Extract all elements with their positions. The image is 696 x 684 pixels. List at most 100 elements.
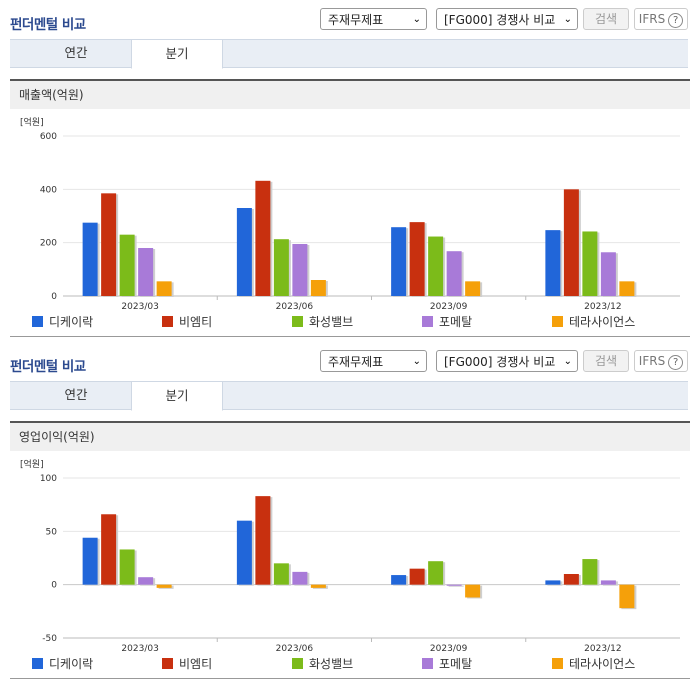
- legend-swatch: [292, 658, 303, 669]
- bar: [292, 571, 308, 585]
- bar: [82, 537, 98, 585]
- x-tick-label: 2023/09: [430, 302, 468, 312]
- legend-item[interactable]: 디케이락: [32, 655, 93, 672]
- bar: [409, 568, 425, 585]
- bar: [119, 549, 135, 585]
- operating-profit-chart: [억원] -50 0 50 100 2023/03 2023/06 2023/09 2023/1…: [20, 458, 680, 654]
- peer-select-value: [FG000] 경쟁사 비교: [444, 13, 556, 27]
- help-icon: ?: [668, 13, 684, 28]
- search-button[interactable]: 검색: [583, 350, 629, 372]
- y-tick-label: 0: [51, 292, 57, 302]
- bar: [465, 584, 481, 598]
- legend-item[interactable]: 테라사이언스: [552, 313, 635, 330]
- bar: [310, 280, 326, 296]
- peer-select[interactable]: [FG000] 경쟁사 비교 ⌄: [436, 8, 578, 30]
- bar: [563, 574, 579, 585]
- period-tabs: 연간 분기: [10, 39, 688, 69]
- legend-item[interactable]: 비엠티: [162, 655, 212, 672]
- legend-swatch: [422, 658, 433, 669]
- ifrs-label: IFRS: [638, 12, 666, 26]
- legend-item[interactable]: 화성밸브: [292, 655, 353, 672]
- x-tick-label: 2023/03: [121, 644, 158, 654]
- bar: [236, 208, 252, 296]
- legend-label: 디케이락: [49, 657, 94, 671]
- panel-revenue: 펀더멘털 비교 주재무제표 ⌄ [FG000] 경쟁사 비교 ⌄ 검색 IFRS? …: [10, 8, 690, 337]
- ifrs-button[interactable]: IFRS?: [634, 350, 688, 372]
- legend-swatch: [552, 658, 563, 669]
- tab-annual[interactable]: 연간: [64, 387, 88, 402]
- unit-label: [억원]: [20, 116, 44, 128]
- chevron-down-icon: ⌄: [563, 356, 572, 367]
- bar: [292, 244, 308, 296]
- legend-item[interactable]: 포메탈: [422, 313, 472, 330]
- bar: [101, 193, 117, 296]
- chart-legend: 디케이락 비엠티 화성밸브 포메탈 테라사이언스: [0, 655, 696, 671]
- x-tick-label: 2023/06: [276, 302, 314, 312]
- revenue-chart: [억원] 0 200 400 600 2023/03 2023/06 2023/09 2023/…: [20, 116, 680, 312]
- panel-title: 펀더멘털 비교: [10, 359, 86, 375]
- legend-item[interactable]: 디케이락: [32, 313, 93, 330]
- x-tick-label: 2023/03: [121, 302, 158, 312]
- ifrs-button[interactable]: IFRS?: [634, 8, 688, 30]
- bar: [391, 227, 407, 296]
- chart-title: 영업이익(억원): [10, 421, 690, 451]
- bar: [600, 580, 616, 585]
- y-tick-label: 100: [40, 474, 57, 484]
- help-icon: ?: [668, 355, 684, 370]
- bar: [545, 230, 561, 296]
- x-tick-label: 2023/09: [430, 644, 468, 654]
- tab-annual[interactable]: 연간: [64, 45, 88, 60]
- bar: [446, 584, 462, 586]
- legend-item[interactable]: 포메탈: [422, 655, 472, 672]
- chevron-down-icon: ⌄: [412, 356, 421, 367]
- legend-item[interactable]: 화성밸브: [292, 313, 353, 330]
- panel-title: 펀더멘털 비교: [10, 17, 86, 33]
- statement-select-value: 주재무제표: [328, 355, 384, 369]
- bar: [273, 239, 289, 296]
- bar: [138, 248, 154, 296]
- y-tick-label: 200: [40, 239, 57, 249]
- divider: [10, 678, 690, 679]
- bar: [138, 577, 154, 585]
- y-tick-label: 0: [51, 581, 57, 591]
- tab-quarterly[interactable]: 분기: [131, 39, 223, 69]
- legend-item[interactable]: 비엠티: [162, 313, 212, 330]
- legend-swatch: [162, 658, 173, 669]
- legend-swatch: [162, 316, 173, 327]
- bar: [465, 281, 481, 296]
- legend-item[interactable]: 테라사이언스: [552, 655, 635, 672]
- bar: [563, 189, 579, 296]
- legend-label: 테라사이언스: [569, 315, 636, 329]
- tab-quarterly[interactable]: 분기: [131, 381, 223, 411]
- legend-label: 테라사이언스: [569, 657, 636, 671]
- legend-swatch: [422, 316, 433, 327]
- bar: [156, 584, 172, 588]
- bar: [428, 236, 444, 296]
- bar: [619, 281, 635, 296]
- legend-swatch: [292, 316, 303, 327]
- chevron-down-icon: ⌄: [563, 14, 572, 25]
- bar: [619, 584, 635, 609]
- bar: [428, 561, 444, 585]
- x-tick-label: 2023/12: [584, 302, 621, 312]
- bar: [156, 281, 172, 296]
- legend-swatch: [32, 316, 43, 327]
- statement-select[interactable]: 주재무제표 ⌄: [320, 350, 427, 372]
- statement-select[interactable]: 주재무제표 ⌄: [320, 8, 427, 30]
- search-button[interactable]: 검색: [583, 8, 629, 30]
- peer-select[interactable]: [FG000] 경쟁사 비교 ⌄: [436, 350, 578, 372]
- legend-swatch: [32, 658, 43, 669]
- legend-label: 디케이락: [49, 315, 94, 329]
- legend-label: 비엠티: [179, 657, 213, 671]
- bar: [82, 222, 98, 296]
- bar: [119, 234, 135, 296]
- y-tick-label: -50: [42, 634, 57, 644]
- bar: [582, 231, 598, 296]
- bar: [310, 584, 326, 588]
- period-tabs: 연간 분기: [10, 381, 688, 411]
- y-tick-label: 600: [40, 132, 57, 142]
- legend-label: 화성밸브: [309, 657, 354, 671]
- bar: [101, 514, 117, 585]
- bar: [236, 520, 252, 585]
- x-tick-label: 2023/12: [584, 644, 621, 654]
